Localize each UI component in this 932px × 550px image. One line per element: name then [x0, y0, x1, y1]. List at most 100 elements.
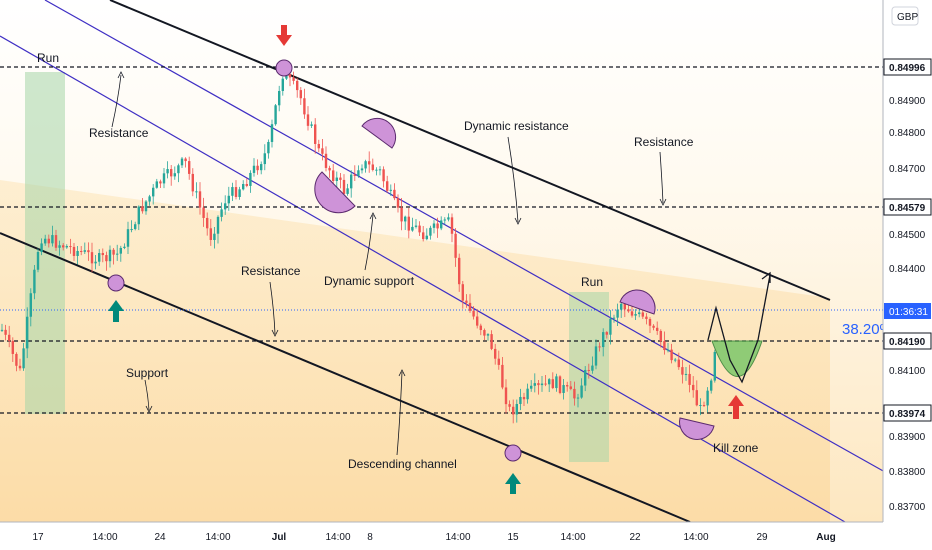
candle-body	[519, 396, 522, 404]
candle-body	[310, 124, 313, 126]
candle-body	[425, 235, 428, 240]
annotation-dynamic-resistance: Dynamic resistance	[464, 119, 569, 133]
annotation-kill-zone: Kill zone	[713, 441, 759, 455]
candle-body	[26, 316, 29, 349]
time-label: 22	[629, 532, 641, 543]
candle-body	[242, 184, 245, 190]
candle-body	[591, 365, 594, 371]
candle-body	[465, 300, 468, 303]
candle-body	[422, 232, 425, 240]
time-label: 24	[154, 532, 166, 543]
candle-body	[51, 235, 54, 244]
candle-body	[195, 191, 198, 193]
candle-body	[188, 161, 191, 174]
price-tick-2: 0.84800	[889, 128, 926, 139]
candle-body	[584, 369, 587, 386]
candle-body	[540, 383, 544, 386]
candle-body	[659, 330, 662, 342]
current-price-countdown: 01:36:31	[889, 307, 928, 318]
fib-level-label: 38.20%	[842, 321, 893, 338]
candle-body	[537, 383, 540, 386]
candle-body	[162, 173, 166, 184]
candle-body	[404, 216, 407, 222]
candle-body	[144, 201, 148, 212]
candle-body	[278, 90, 281, 106]
candle-body	[159, 181, 162, 184]
candle-body	[0, 329, 4, 331]
marker-circle-top	[275, 59, 293, 77]
annotation-run-left: Run	[37, 51, 59, 65]
candle-body	[170, 169, 173, 177]
candle-body	[101, 253, 104, 256]
time-label: 14:00	[560, 532, 585, 543]
candle-body	[638, 312, 641, 315]
time-axis[interactable]	[0, 522, 883, 550]
marker-circle-bottom	[504, 444, 522, 462]
candle-body	[652, 325, 655, 328]
candle-body	[544, 383, 547, 385]
candle-body	[220, 209, 223, 217]
candle-body	[87, 250, 90, 253]
candle-body	[123, 246, 126, 248]
level-tag-2: 0.84579	[889, 203, 926, 214]
candle-body	[288, 73, 292, 78]
candle-body	[22, 348, 25, 369]
candle-body	[350, 174, 353, 189]
marker-arc-3	[619, 289, 656, 315]
candle-body	[314, 124, 317, 144]
candle-body	[666, 349, 670, 351]
candle-body	[490, 334, 493, 349]
candle-body	[522, 396, 526, 400]
candle-body	[411, 226, 414, 231]
channel-fill	[0, 180, 830, 530]
candle-body	[472, 310, 475, 317]
candle-body	[436, 223, 439, 229]
candle-body	[54, 235, 58, 248]
candle-body	[375, 169, 378, 171]
candle-body	[249, 172, 252, 186]
projection-path	[707, 274, 771, 384]
candle-body	[447, 217, 450, 220]
candle-body	[321, 148, 324, 154]
price-tick-3: 0.84700	[889, 164, 926, 175]
price-tick-6: 0.84100	[889, 366, 926, 377]
candle-body	[692, 384, 695, 391]
candle-body	[663, 341, 666, 351]
currency-box[interactable]	[891, 6, 919, 26]
candle-body	[450, 217, 454, 234]
candle-body	[458, 257, 461, 285]
candle-body	[681, 367, 684, 375]
candle-body	[440, 220, 443, 229]
candle-body	[616, 309, 619, 318]
time-label: 14:00	[325, 532, 350, 543]
candle-body	[400, 207, 403, 222]
candle-body	[260, 164, 263, 171]
candle-body	[389, 189, 392, 191]
level-tag-1-box	[883, 58, 932, 76]
price-axis[interactable]	[883, 0, 932, 550]
candle-body	[317, 143, 320, 149]
candle-body	[148, 196, 151, 202]
candle-body	[555, 376, 558, 389]
candle-body	[173, 173, 176, 177]
candle-body	[702, 405, 706, 407]
candle-body	[98, 253, 101, 262]
time-label: 29	[756, 532, 768, 543]
price-tick-7: 0.83900	[889, 432, 926, 443]
candle-body	[371, 164, 374, 170]
candle-body	[141, 206, 144, 212]
candle-body	[108, 249, 112, 262]
annotation-pointers	[111, 71, 667, 456]
candle-body	[699, 405, 702, 407]
candle-body	[641, 312, 644, 317]
candle-body	[551, 379, 554, 389]
candle-body	[386, 181, 389, 191]
candle-body	[602, 332, 605, 348]
candle-body	[299, 90, 302, 99]
candle-body	[576, 397, 580, 399]
candle-body	[594, 346, 598, 366]
candle-body	[69, 246, 72, 248]
candle-body	[339, 177, 342, 180]
candle-body	[29, 293, 32, 317]
